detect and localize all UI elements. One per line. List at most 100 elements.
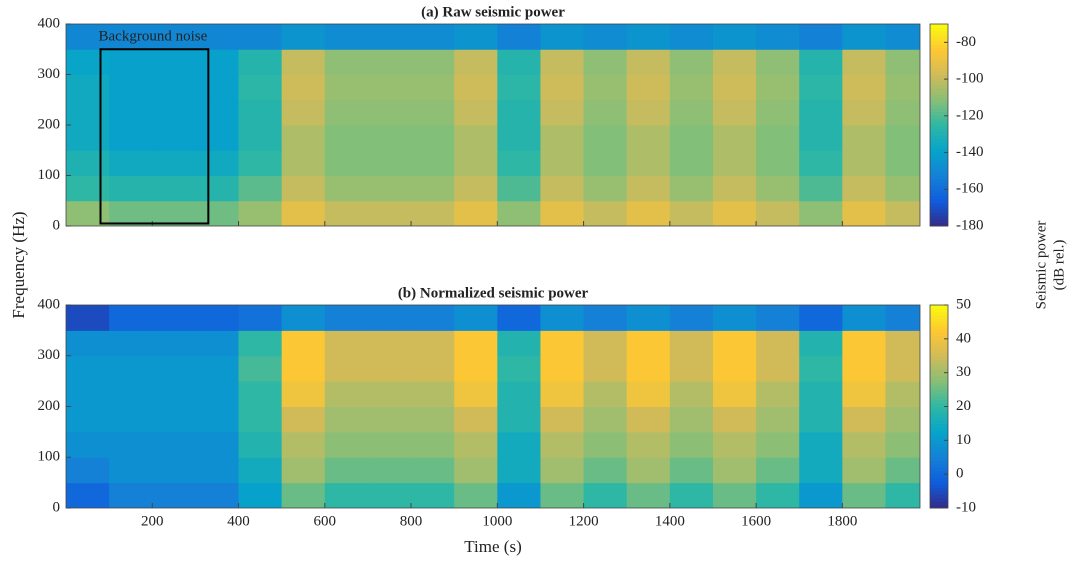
heatmap-cell [669,175,714,202]
colorbar-swatch [930,34,948,38]
heatmap-cell [411,406,455,433]
colorbar-swatch [930,447,948,451]
heatmap-cell [842,355,886,382]
heatmap-cell [238,457,283,484]
heatmap-cell [497,175,541,202]
heatmap-cell [712,355,757,382]
heatmap-cell [540,406,585,433]
colorbar-tick-label: -120 [956,107,984,123]
colorbar-swatch [930,315,948,320]
heatmap-cell [238,49,283,75]
heatmap-cell [583,200,628,226]
heatmap-cell [152,74,196,101]
heatmap-cell [583,175,628,202]
heatmap-cell [885,74,920,101]
heatmap-cell [367,355,412,382]
heatmap-cell [411,49,455,75]
heatmap-cell [454,125,498,151]
heatmap-cell [195,125,240,151]
heatmap-cell [367,200,412,226]
colorbar-swatch [930,212,948,217]
x-axis-label: Time (s) [464,537,521,556]
heatmap-cell [109,305,153,331]
heatmap-cell [152,49,196,75]
heatmap-cell [626,355,671,382]
colorbar-swatch [930,77,948,82]
y-tick-label: 0 [53,499,61,515]
heatmap-cell [756,406,800,433]
colorbar-swatch [930,491,948,495]
heatmap-cell [66,355,110,382]
panel-title: (b) Normalized seismic power [398,285,589,301]
colorbar-swatch [930,386,948,391]
heatmap-cell [669,150,714,176]
heatmap-cell [324,406,369,433]
x-tick-label: 400 [227,513,250,529]
colorbar-swatch [930,135,948,139]
colorbar-swatch [930,125,948,129]
colorbar-swatch [930,91,948,96]
heatmap-cell [238,74,283,101]
heatmap-cell [669,482,714,508]
heatmap-cell [238,175,283,202]
colorbar-label: Seismic power [1033,221,1049,310]
colorbar-swatch [930,202,948,207]
colorbar-swatch [930,141,948,146]
colorbar-swatch [930,328,948,333]
colorbar-swatch [930,145,948,150]
heatmap-cell [281,330,326,357]
heatmap-cell [324,457,369,484]
heatmap-cell [540,330,585,357]
heatmap-cell [756,381,800,407]
colorbar-swatch [930,433,948,438]
heatmap-cell [454,482,498,508]
heatmap-cell [842,24,886,50]
heatmap-cell [195,175,240,202]
heatmap-cell [195,24,240,50]
heatmap-cell [756,457,800,484]
colorbar-tick-label: 10 [956,432,971,448]
colorbar-swatch [930,426,948,431]
heatmap-cell [497,200,541,226]
heatmap-cell [66,24,110,50]
colorbar-tick-label: -140 [956,144,984,160]
heatmap-cell [238,355,283,382]
heatmap-cell [411,330,455,357]
heatmap-cell [540,305,585,331]
heatmap-cell [454,49,498,75]
heatmap-cell [152,482,196,508]
heatmap-cell [712,431,757,458]
heatmap-cell [367,99,412,126]
heatmap-cell [885,24,920,50]
y-tick-label: 400 [38,15,61,31]
heatmap-cell [842,74,886,101]
heatmap-cell [454,305,498,331]
heatmap-cell [152,406,196,433]
colorbar-swatch [930,379,948,384]
heatmap-cell [842,482,886,508]
heatmap-cell [669,381,714,407]
colorbar-swatch [930,474,948,479]
heatmap-cell [712,74,757,101]
heatmap-cell [799,150,843,176]
heatmap-cell [885,150,920,176]
heatmap-cell [756,355,800,382]
heatmap-cell [712,175,757,202]
heatmap-cell [195,482,240,508]
colorbar-swatch [930,98,948,102]
heatmap-cell [66,330,110,357]
colorbar-swatch [930,81,948,86]
colorbar-swatch [930,406,948,411]
colorbar-swatch [930,54,948,59]
colorbar-swatch [930,440,948,445]
heatmap-cell [195,431,240,458]
heatmap-cell [281,200,326,226]
heatmap-cell [238,24,283,50]
annotation-text: Background noise [99,29,208,45]
colorbar-swatch [930,464,948,468]
colorbar-swatch [930,325,948,330]
heatmap-cell [626,431,671,458]
heatmap-cell [324,355,369,382]
heatmap-cell [411,431,455,458]
colorbar-swatch [930,108,948,113]
